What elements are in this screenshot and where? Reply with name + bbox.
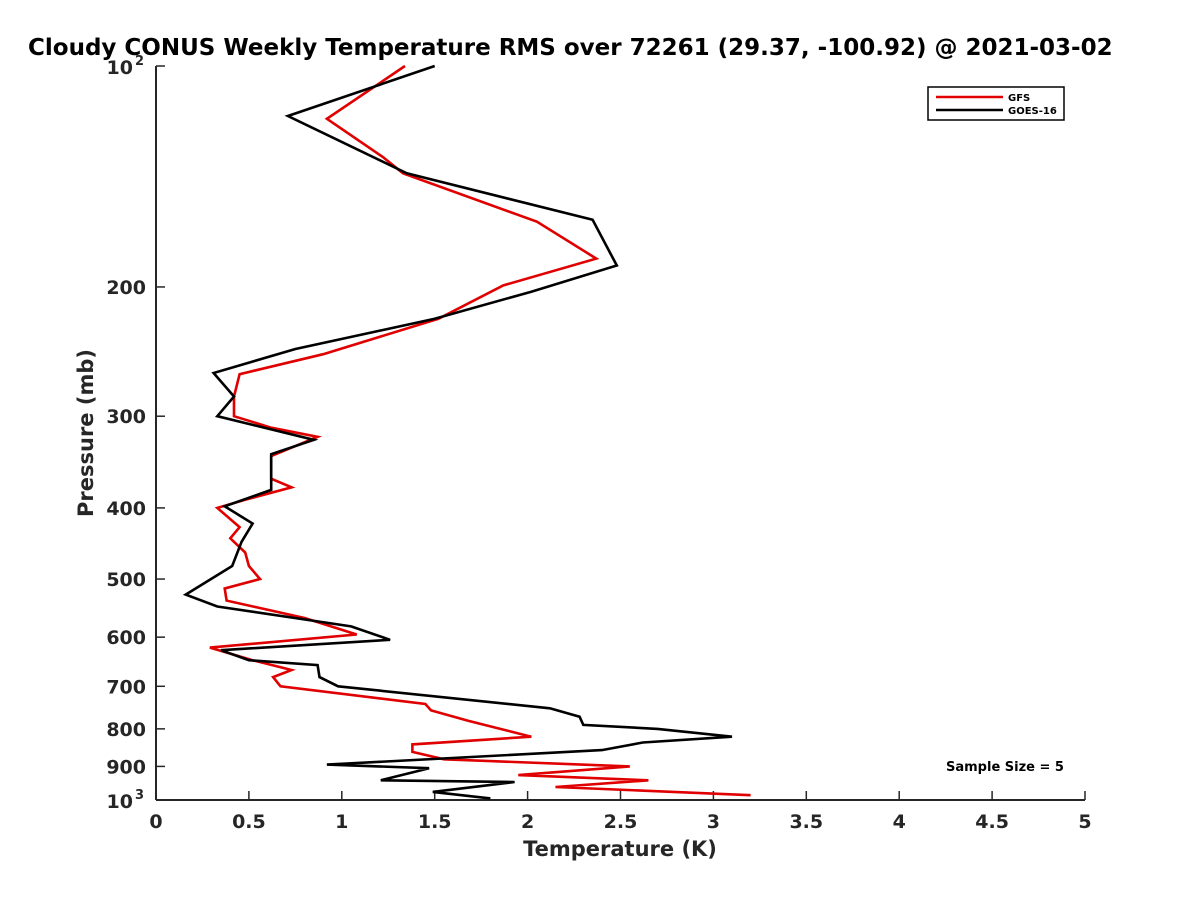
y-tick-label: 500: [106, 569, 146, 591]
y-tick-label: 10: [107, 791, 133, 813]
series-layer: [182, 64, 751, 800]
x-axis-title: Temperature (K): [523, 837, 717, 861]
y-tick-label-exponent: 3: [135, 788, 144, 803]
x-tick-label: 1: [335, 811, 348, 833]
y-tick-label: 800: [106, 719, 146, 741]
y-tick-label: 600: [106, 627, 146, 649]
x-tick-label: 1.5: [418, 811, 452, 833]
y-tick-label: 400: [106, 498, 146, 520]
y-tick-label: 10: [107, 57, 133, 79]
x-tick-label: 3: [707, 811, 720, 833]
y-tick-label: 300: [106, 406, 146, 428]
sample-size-annotation: Sample Size = 5: [946, 760, 1064, 775]
x-tick-label: 3.5: [789, 811, 823, 833]
x-tick-label: 0: [149, 811, 162, 833]
x-tick-label: 2: [521, 811, 534, 833]
x-tick-label: 5: [1078, 811, 1091, 833]
y-tick-label-exponent: 2: [135, 54, 144, 69]
x-axis-ticks: 0 0.5 1 1.5 2 2.5 3 3.5 4 4.5 5: [149, 791, 1092, 833]
y-axis-title: Pressure (mb): [74, 349, 98, 517]
legend-label-gfs: GFS: [1008, 93, 1030, 104]
x-tick-label: 4: [893, 811, 906, 833]
y-tick-label: 700: [106, 676, 146, 698]
legend-box: [927, 86, 1065, 121]
x-tick-label: 0.5: [232, 811, 266, 833]
y-tick-label: 200: [106, 277, 146, 299]
chart-title: Cloudy CONUS Weekly Temperature RMS over…: [28, 35, 1113, 61]
x-tick-label: 4.5: [975, 811, 1009, 833]
series-line-gfs: [209, 64, 751, 797]
legend-label-goes16: GOES-16: [1008, 106, 1057, 117]
x-tick-label: 2.5: [604, 811, 638, 833]
series-line-goes-16: [182, 64, 733, 800]
y-tick-label: 900: [106, 756, 146, 778]
legend: GFS GOES-16: [927, 86, 1065, 121]
